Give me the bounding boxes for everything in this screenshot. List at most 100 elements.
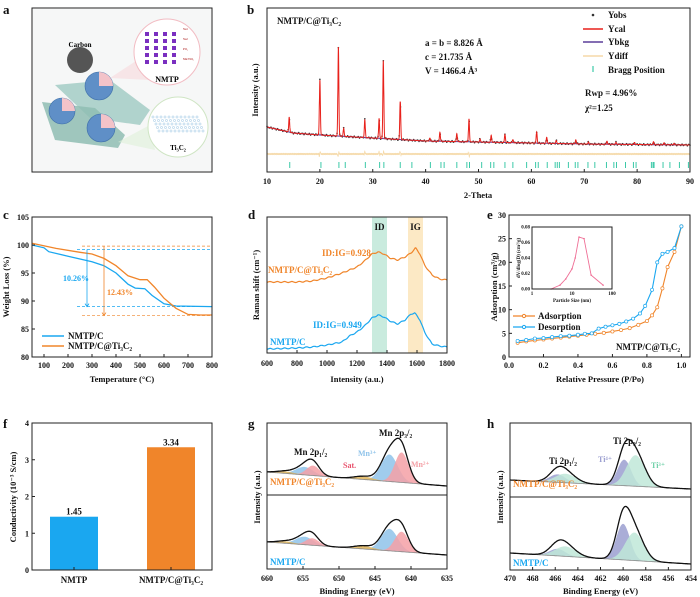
yobs-point xyxy=(319,78,321,81)
peak-label: Mn 2p₃/₂ xyxy=(379,428,412,438)
id-ig-ratio: ID:IG=0.949 xyxy=(313,320,362,330)
category-label: NMTP/C@Ti₃C₂ xyxy=(139,575,203,585)
mnti-octahedron xyxy=(145,39,149,43)
peak-label: Ti 2p₃/₂ xyxy=(613,436,641,446)
peak-label: Sat. xyxy=(343,461,356,470)
arrow-head xyxy=(101,312,107,317)
mnti-octahedron xyxy=(163,39,167,43)
isotherm-point xyxy=(655,260,660,265)
mnti-octahedron xyxy=(154,32,158,36)
isotherm-point xyxy=(617,321,622,326)
ti3c2-lattice-atom xyxy=(183,115,187,119)
x-tick-label: 635 xyxy=(441,574,453,583)
isotherm-point xyxy=(593,331,598,336)
ti3c2-lattice-atom xyxy=(169,129,173,133)
ti3c2-zoom-circle xyxy=(147,96,209,158)
envelope-line xyxy=(510,438,691,490)
x-tick-label: 460 xyxy=(617,574,629,583)
x-tick-label: 300 xyxy=(86,361,98,370)
x-axis-title: Intensity (a.u.) xyxy=(330,374,383,384)
ti3c2-lattice-atom xyxy=(157,119,160,122)
isotherm-point xyxy=(524,338,529,342)
pore-size-point xyxy=(602,284,604,286)
ti3c2-lattice-atom xyxy=(168,126,171,129)
inset-y-tick-label: 0.00 xyxy=(521,288,530,293)
nmtp-label: NMTP xyxy=(155,75,179,84)
fit-component xyxy=(267,471,447,486)
sample-label: NMTP/C xyxy=(513,558,549,568)
ti3c2-lattice-atom xyxy=(162,122,166,126)
x-tick-label: 466 xyxy=(549,574,561,583)
legend-label: Desorption xyxy=(538,322,581,332)
x-tick-label: 400 xyxy=(110,361,122,370)
fit-component xyxy=(267,531,447,555)
ti3c2-lattice-atom xyxy=(185,129,189,133)
isotherm-point xyxy=(660,251,665,256)
ti3c2-lattice-atom xyxy=(186,122,190,126)
inset-x-axis-title: Particle Size (nm) xyxy=(553,299,591,304)
ti3c2-lattice-atom xyxy=(164,126,167,129)
mnti-octahedron xyxy=(163,53,167,57)
x-tick-label: 1000 xyxy=(319,359,335,368)
isotherm-point xyxy=(558,334,563,339)
y-axis-title: Intensity (a.u.) xyxy=(495,470,505,523)
sphere-core-cutaway xyxy=(62,98,75,111)
ti3c2-lattice-atom xyxy=(178,122,182,126)
x-tick-label: 650 xyxy=(333,574,345,583)
nmtp-zoom-circle xyxy=(133,18,201,86)
bar-value-label: 1.45 xyxy=(66,507,82,517)
ti3c2-lattice-atom xyxy=(157,129,161,133)
ti3c2-lattice-atom xyxy=(189,129,193,133)
x-tick-label: 1400 xyxy=(379,359,395,368)
ti3c2-lattice-atom xyxy=(184,126,187,129)
y-tick-label: 20 xyxy=(498,258,506,267)
x-tick-label: 655 xyxy=(297,574,309,583)
raman-spectrum xyxy=(266,312,448,350)
x-tick-label: 0.4 xyxy=(573,361,583,370)
y-axis-title: Intensity (a.u.) xyxy=(250,63,260,116)
ti3c2-lattice-atom xyxy=(191,115,195,119)
isotherm-point xyxy=(644,319,649,323)
mnti-octahedron xyxy=(172,60,176,64)
x-tick-label: 1800 xyxy=(439,359,455,368)
isotherm-point xyxy=(576,332,580,337)
panel-label: f xyxy=(3,416,8,431)
legend-label: Yobs xyxy=(608,10,627,20)
fit-component xyxy=(510,532,691,564)
pore-size-point xyxy=(559,284,561,286)
legend-label: Ydiff xyxy=(608,51,629,61)
ti3c2-lattice-atom xyxy=(196,126,199,129)
ti3c2-lattice-atom xyxy=(189,119,192,122)
zoom-cone xyxy=(118,125,155,150)
legend-label: Bragg Position xyxy=(608,65,665,75)
x-tick-label: 200 xyxy=(62,361,74,370)
pore-size-point xyxy=(578,236,580,238)
isotherm-point xyxy=(624,319,629,324)
y-tick-label: 4 xyxy=(25,419,29,428)
y-axis-title: Weight Loss (%) xyxy=(1,256,11,317)
background-line xyxy=(267,471,447,487)
ti3c2-lattice-atom xyxy=(156,126,159,129)
x-tick-label: 640 xyxy=(405,574,417,583)
ti3c2-sheet xyxy=(55,80,150,125)
legend-label: Ybkg xyxy=(608,37,630,47)
ti3c2-lattice-atom xyxy=(177,129,181,133)
ti3c2-lattice-atom xyxy=(175,115,179,119)
x-tick-label: 600 xyxy=(158,361,170,370)
ti3c2-lattice-atom xyxy=(172,126,175,129)
mnti-octahedron xyxy=(154,53,158,57)
mnti-octahedron xyxy=(145,53,149,57)
panel-label: a xyxy=(3,2,10,17)
ti3c2-lattice-atom xyxy=(200,126,203,129)
inset-x-tick-label: 100 xyxy=(608,292,616,297)
mnti-octahedron xyxy=(163,60,167,64)
ti3c2-lattice-atom xyxy=(151,115,155,119)
legend-label: NMTP/C@Ti₃C₂ xyxy=(68,341,132,351)
x-tick-label: 80 xyxy=(633,177,641,186)
y-tick-label: 10 xyxy=(498,306,506,315)
isotherm-point xyxy=(660,286,665,291)
y-tick-label: 85 xyxy=(21,325,29,334)
panel-label: b xyxy=(247,2,254,17)
x-tick-label: 20 xyxy=(316,177,324,186)
